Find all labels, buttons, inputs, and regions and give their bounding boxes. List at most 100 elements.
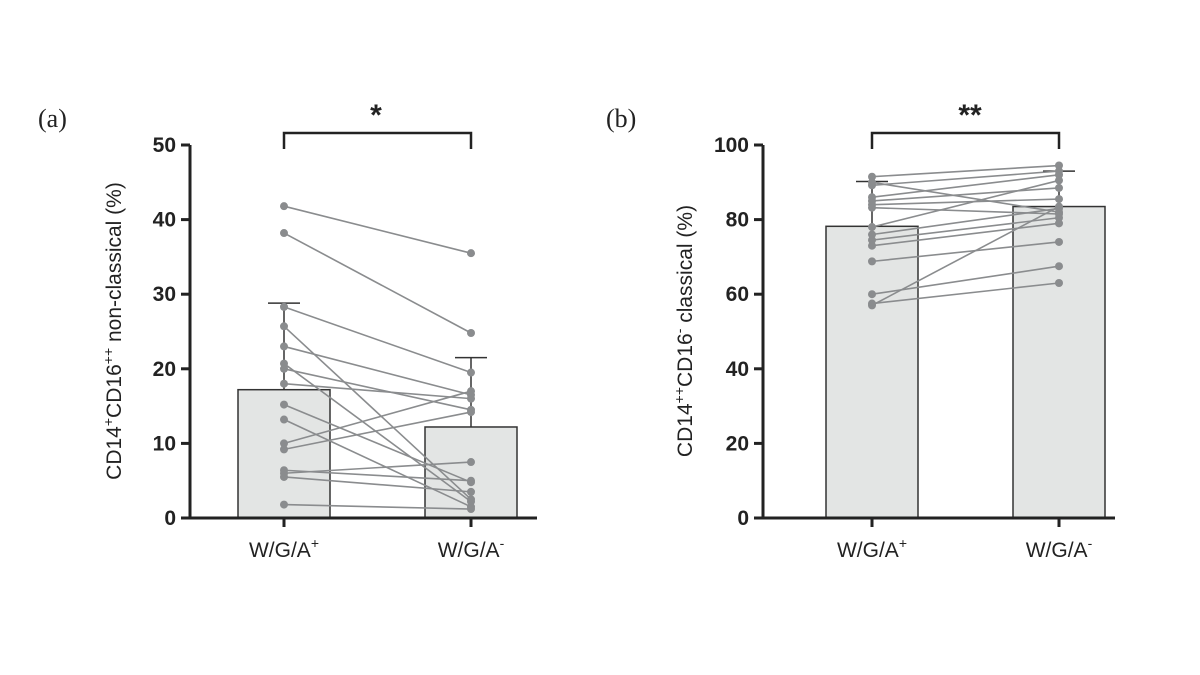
point-b-6-0 (868, 203, 876, 212)
bars-a (237, 388, 518, 519)
point-a-7-0 (280, 379, 288, 388)
pair-line-b-13 (871, 282, 1060, 305)
y-tick-label-b-3: 60 (726, 283, 749, 306)
point-a-14-1 (467, 487, 475, 496)
point-a-1-1 (467, 328, 475, 337)
pair-line-b-8 (871, 207, 1060, 236)
point-a-11-0 (280, 445, 288, 454)
y-tick-label-b-5: 100 (714, 134, 749, 157)
pair-line-b-0 (871, 164, 1060, 178)
y-tick-label-a-5: 50 (153, 134, 176, 157)
pair-line-b-1 (871, 181, 1060, 213)
pair-line-a-1 (283, 232, 472, 334)
pair-line-b-5 (871, 198, 1060, 206)
pair-line-a-2 (283, 306, 472, 374)
bar-a-0 (237, 388, 331, 519)
point-a-6-0 (280, 364, 288, 373)
x-category-label-b-0: W/G/A+ (837, 535, 907, 562)
pair-line-a-10 (283, 390, 472, 445)
point-a-1-0 (280, 229, 288, 238)
x-category-label-b-1: W/G/A- (1026, 535, 1093, 562)
point-a-14-0 (280, 472, 288, 481)
bar-b-1 (1012, 205, 1106, 519)
point-b-11-0 (868, 257, 876, 266)
point-a-0-0 (280, 202, 288, 211)
pair-line-a-7 (283, 382, 472, 400)
point-a-7-1 (467, 394, 475, 403)
y-tick-label-a-3: 30 (153, 283, 176, 306)
pair-line-b-9 (871, 216, 1060, 241)
point-b-2-0 (868, 181, 876, 190)
pair-line-a-4 (283, 345, 472, 396)
point-a-10-0 (280, 439, 288, 448)
point-a-8-0 (280, 400, 288, 409)
point-b-5-1 (1055, 195, 1063, 204)
point-b-14-0 (868, 301, 876, 310)
significance-marker-a: * (370, 99, 382, 132)
point-a-9-0 (280, 415, 288, 424)
pair-line-a-11 (283, 411, 472, 451)
point-a-3-0 (280, 322, 288, 331)
y-tick-label-a-1: 10 (153, 432, 176, 455)
panel-label-b: (b) (606, 104, 636, 133)
point-b-13-1 (1055, 279, 1063, 288)
point-a-15-1 (467, 505, 475, 514)
pair-line-a-13 (283, 461, 472, 475)
pair-line-b-7 (871, 179, 1060, 228)
pair-line-b-4 (871, 187, 1060, 202)
point-b-4-1 (1055, 183, 1063, 192)
point-b-7-1 (1055, 176, 1063, 185)
point-b-11-1 (1055, 237, 1063, 246)
pair-line-b-14 (871, 205, 1060, 307)
panel-b: (b) CD14++CD16- classical (%) 0 20 40 60 80 1… (606, 99, 1115, 562)
x-category-label-a-1: W/G/A- (438, 535, 505, 562)
point-b-10-0 (868, 241, 876, 250)
point-b-12-1 (1055, 262, 1063, 271)
pair-line-a-14 (283, 476, 472, 493)
point-a-10-1 (467, 387, 475, 396)
panel-label-a: (a) (38, 104, 67, 133)
bars-b (825, 205, 1106, 519)
point-b-3-1 (1055, 170, 1063, 179)
y-tick-label-a-2: 20 (153, 358, 176, 381)
point-a-11-1 (467, 408, 475, 417)
significance-bracket-a (282, 131, 473, 149)
panel-a: (a) CD14+CD16++ non-classical (%) 0 10 20 3… (38, 99, 537, 562)
point-b-14-1 (1055, 202, 1063, 211)
point-b-0-0 (868, 172, 876, 181)
y-tick-label-b-2: 40 (726, 358, 749, 381)
point-b-12-0 (868, 290, 876, 299)
y-axis-label-b: CD14++CD16- classical (%) (671, 205, 697, 457)
bar-b-0 (825, 225, 919, 519)
point-a-2-0 (280, 302, 288, 311)
point-b-0-1 (1055, 161, 1063, 170)
point-b-7-0 (868, 223, 876, 232)
significance-marker-b: ** (958, 99, 982, 132)
y-tick-label-a-4: 40 (153, 209, 176, 232)
pair-line-a-0 (283, 205, 472, 254)
pair-line-a-8 (283, 403, 472, 483)
pair-line-a-6 (283, 368, 472, 411)
point-a-2-1 (467, 368, 475, 377)
point-b-10-1 (1055, 219, 1063, 228)
y-tick-label-b-0: 0 (737, 507, 749, 530)
point-a-12-1 (467, 476, 475, 485)
pair-line-b-2 (871, 170, 1060, 187)
pair-line-b-10 (871, 222, 1060, 247)
x-category-label-a-0: W/G/A+ (249, 535, 319, 562)
point-a-13-1 (467, 458, 475, 467)
significance-bracket-b (870, 131, 1061, 149)
y-axis-label-a: CD14+CD16++ non-classical (%) (100, 182, 126, 480)
pair-line-b-11 (871, 241, 1060, 263)
point-a-15-0 (280, 500, 288, 509)
pair-line-b-3 (871, 174, 1060, 199)
point-b-9-0 (868, 236, 876, 245)
point-b-8-0 (868, 230, 876, 239)
point-a-0-1 (467, 249, 475, 258)
point-a-4-0 (280, 342, 288, 351)
pair-line-a-15 (283, 503, 472, 510)
y-tick-label-a-0: 0 (164, 507, 176, 530)
y-tick-label-b-4: 80 (726, 209, 749, 232)
point-b-9-1 (1055, 213, 1063, 222)
